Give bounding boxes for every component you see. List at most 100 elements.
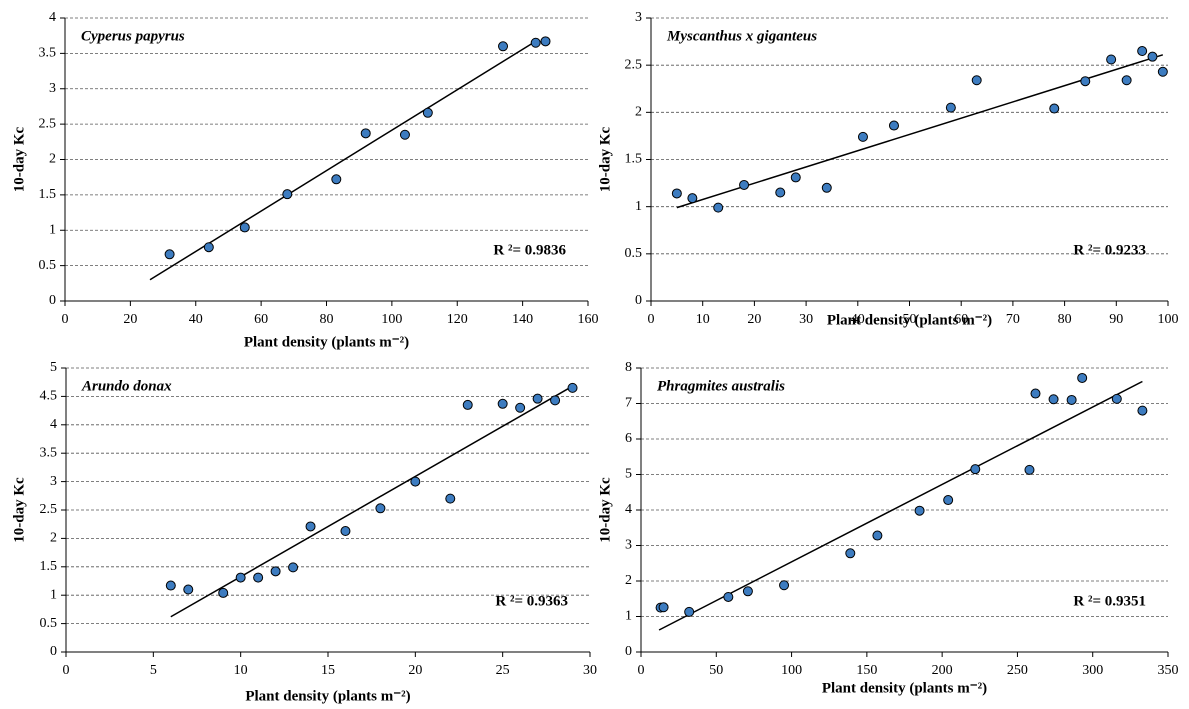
chart-panel: 00.511.522.530 10 20 30 40 50 60 70 80 90 100Mysca… (597, 10, 1178, 328)
y-tick-label: 8 (625, 360, 632, 375)
y-tick-label: 2 (49, 152, 56, 167)
x-tick-label: 50 (709, 663, 723, 678)
x-tick-label: 20 (123, 312, 137, 327)
y-tick-label: 1 (49, 222, 56, 237)
y-tick-label: 4.5 (40, 389, 58, 404)
r-squared: R ²= 0.9363 (495, 593, 568, 609)
data-point (971, 75, 982, 86)
data-point (375, 503, 386, 514)
data-point (462, 399, 473, 410)
data-point (1111, 393, 1122, 404)
x-tick-label: 0 (63, 663, 70, 678)
y-tick-label: 2 (50, 531, 57, 546)
data-point (530, 37, 541, 48)
data-point (739, 179, 750, 190)
x-tick-label: 15 (321, 663, 335, 678)
y-axis-label: 10-day Kc (11, 126, 27, 192)
data-point (1030, 388, 1041, 399)
data-point (165, 580, 176, 591)
y-tick-label: 0 (625, 644, 632, 659)
data-point (872, 530, 883, 541)
data-point (360, 128, 371, 139)
x-tick-label: 100 (781, 663, 802, 678)
y-tick-label: 5 (625, 467, 632, 482)
data-point (515, 402, 526, 413)
y-tick-label: 2 (625, 573, 632, 588)
x-tick-label: 10 (696, 312, 710, 327)
x-tick-label: 20 (747, 312, 761, 327)
data-point (1121, 75, 1132, 86)
data-point (821, 182, 832, 193)
data-point (684, 606, 695, 617)
y-tick-label: 3 (50, 474, 57, 489)
data-point (532, 393, 543, 404)
x-axis-label: Plant density (plants m⁻²) (244, 334, 409, 350)
x-tick-label: 25 (496, 663, 510, 678)
x-tick-label: 300 (1082, 663, 1103, 678)
chart-panel: 00.511.522.533.540 20 40 60 80 100 120 140 160Cy… (11, 10, 598, 350)
y-tick-label: 3.5 (39, 46, 57, 61)
x-tick-label: 5 (150, 663, 157, 678)
trendline (149, 38, 540, 281)
data-point (775, 187, 786, 198)
x-tick-label: 60 (254, 312, 268, 327)
data-point (1077, 372, 1088, 383)
r-squared: R ²= 0.9836 (493, 242, 566, 258)
data-point (410, 476, 421, 487)
data-point (567, 382, 578, 393)
data-point (914, 505, 925, 516)
y-tick-label: 0.5 (39, 258, 57, 273)
data-point (658, 602, 669, 613)
y-tick-label: 1.5 (39, 187, 57, 202)
x-tick-label: 10 (234, 663, 248, 678)
data-point (888, 120, 899, 131)
data-point (422, 107, 433, 118)
data-point (943, 495, 954, 506)
data-point (1024, 464, 1035, 475)
chart-panel: 0 0.5 1 1.5 2 2.5 3 3.5 4 4.5 5 0 5 10 15 20 25 30 Arundo … (11, 360, 597, 704)
data-point (235, 572, 246, 583)
data-point (1147, 51, 1158, 62)
data-point (1048, 394, 1059, 405)
data-point (203, 242, 214, 253)
data-point (742, 586, 753, 597)
y-tick-label: 1.5 (40, 559, 58, 574)
x-tick-label: 100 (1158, 312, 1179, 327)
data-point (671, 188, 682, 199)
x-tick-label: 350 (1158, 663, 1179, 678)
data-point (164, 249, 175, 260)
data-point (1106, 54, 1117, 65)
x-tick-label: 160 (578, 312, 599, 327)
data-point (845, 548, 856, 559)
y-tick-label: 0 (50, 644, 57, 659)
r-squared: R ²= 0.9351 (1073, 593, 1146, 609)
x-tick-label: 100 (381, 312, 402, 327)
y-axis-label: 10-day Kc (597, 477, 613, 543)
y-tick-label: 3 (49, 81, 56, 96)
y-tick-label: 2.5 (40, 502, 58, 517)
y-tick-label: 2.5 (39, 116, 57, 131)
y-tick-label: 1 (50, 587, 57, 602)
x-tick-label: 90 (1109, 312, 1123, 327)
data-point (687, 193, 698, 204)
data-point (253, 572, 264, 583)
y-tick-label: 0.5 (625, 246, 643, 261)
y-tick-label: 4 (625, 502, 632, 517)
data-point (445, 493, 456, 504)
data-point (282, 189, 293, 200)
y-tick-label: 4 (49, 10, 56, 25)
data-point (399, 129, 410, 140)
y-tick-label: 0.5 (40, 616, 58, 631)
r-squared: R ²= 0.9233 (1073, 242, 1146, 258)
data-point (1049, 103, 1060, 114)
y-tick-label: 0 (49, 293, 56, 308)
trendline (676, 54, 1164, 209)
x-tick-label: 80 (320, 312, 334, 327)
x-tick-label: 20 (408, 663, 422, 678)
data-point (1066, 394, 1077, 405)
y-tick-label: 6 (625, 431, 632, 446)
data-point (1137, 46, 1148, 57)
data-point (497, 398, 508, 409)
